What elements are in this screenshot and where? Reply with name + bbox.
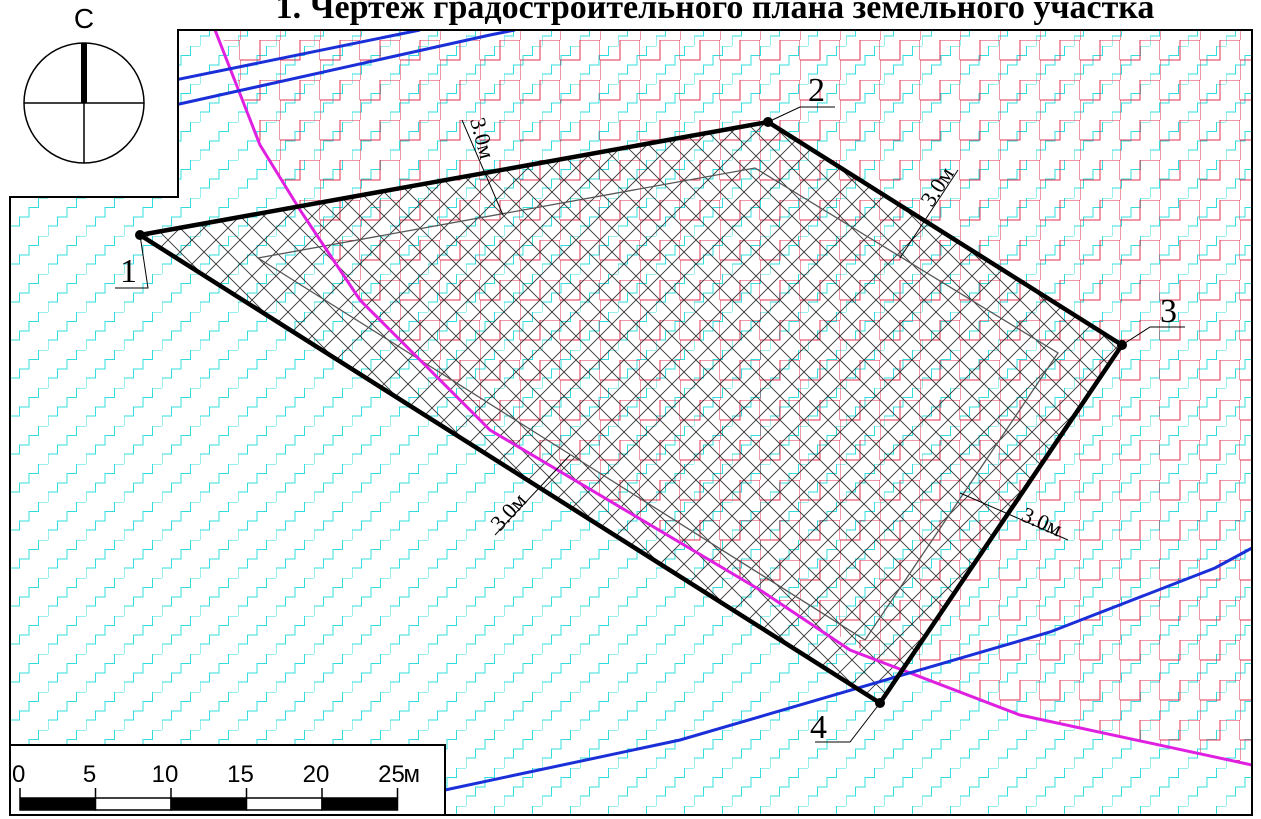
point-label: 4 <box>810 709 827 746</box>
page: 1. Чертеж градостроительного плана земел… <box>0 0 1261 819</box>
scale-segment <box>96 798 172 810</box>
scale-segment <box>322 798 398 810</box>
north-label: С <box>74 3 94 34</box>
scale-segment <box>20 798 96 810</box>
scale-label: 25 <box>378 761 405 788</box>
scale-bar: 0 5 10 15 20 25м <box>10 745 445 815</box>
scale-unit: м <box>404 761 421 788</box>
scale-label: 10 <box>152 761 179 788</box>
scale-label: 5 <box>83 761 96 788</box>
point-label: 1 <box>120 253 137 290</box>
scale-segment <box>247 798 323 810</box>
scale-segment <box>171 798 247 810</box>
zones <box>10 30 1252 815</box>
point-label: 2 <box>808 72 825 109</box>
point-label: 3 <box>1160 293 1177 330</box>
drawing: 1. Чертеж градостроительного плана земел… <box>0 0 1261 819</box>
title: 1. Чертеж градостроительного плана земел… <box>276 0 1155 26</box>
scale-label: 15 <box>227 761 254 788</box>
scale-label: 0 <box>12 761 25 788</box>
north-arrow: С <box>24 3 144 163</box>
scale-label: 20 <box>303 761 330 788</box>
